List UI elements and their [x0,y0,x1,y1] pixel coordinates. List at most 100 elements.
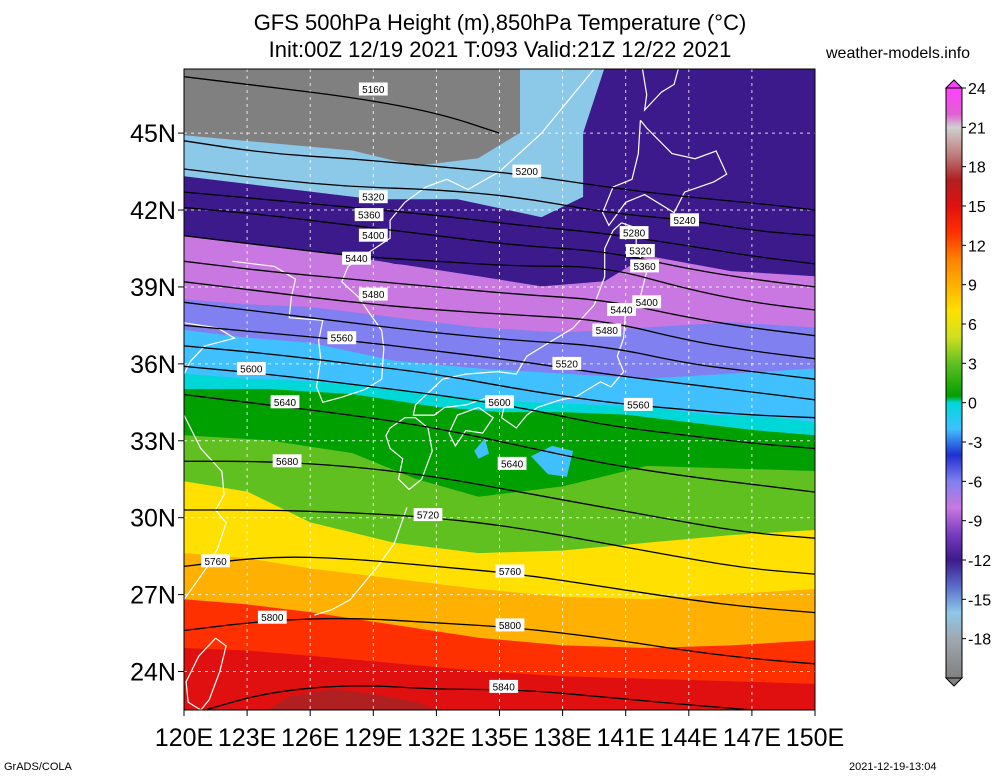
contour-label-box [489,679,519,693]
x-tick-label: 120E [155,724,213,752]
contour-label: 5200 [512,164,542,178]
contour-label-box [358,82,388,96]
contour-label-text: 5320 [362,193,385,204]
contour-label-box [670,213,699,227]
y-tick-label: 33N [130,428,176,456]
contour-label-box [552,356,582,370]
contour-label-text: 5600 [240,365,263,376]
contour-label-text: 5520 [556,359,579,370]
colorbar-label: 0 [968,396,977,413]
height-contour-5280 [184,191,815,265]
contour-label: 5240 [670,213,699,227]
contour-label: 5480 [592,323,622,337]
colorbar-label: 12 [968,238,986,255]
x-tick-label: 147E [723,724,781,752]
contour-label-box [495,618,525,632]
contour-label-box [485,395,514,409]
height-contour-5400 [184,260,815,337]
contour-label-box [512,164,542,178]
contour-label-text: 5680 [276,457,299,468]
contour-label-box [592,323,622,337]
contour-label: 5360 [630,259,659,273]
contour-label-text: 5360 [358,211,381,222]
coastline-hokkaido [601,119,728,227]
contour-label-box [358,228,388,242]
contour-label: 5640 [497,456,527,470]
colorbar-label: 3 [968,356,977,373]
y-tick-label: 42N [130,197,176,225]
colorbar-label: -15 [968,592,991,609]
height-contour-5320 [184,206,815,288]
colorbar-label: -6 [968,474,982,491]
contour-label: 5360 [354,208,384,222]
contour-label-box [623,397,653,411]
height-contour-5840 [204,685,752,710]
contour-label-box [327,331,357,345]
contour-label: 5760 [495,564,525,578]
contour-label-box [342,251,371,265]
plot-area: 5160 5200 5240 5280 5320 5320 5360 5360 5400 5400… [184,69,815,710]
height-contour-5760 [184,556,815,614]
chart-subtitle: Init:00Z 12/19 2021 T:093 Valid:21Z 12/2… [268,37,732,62]
site-watermark: weather-models.info [826,45,971,62]
colorbar-gradient [945,87,963,679]
contour-label-box [236,362,266,375]
contour-label: 5600 [236,362,266,376]
contour-label-box [272,454,302,468]
colorbar-label: 9 [968,278,977,295]
contour-label-text: 5480 [362,290,385,301]
contour-label-text: 5440 [610,306,633,317]
contour-label: 5720 [413,508,443,522]
y-tick-label: 27N [130,582,176,610]
contour-label-box [497,456,527,470]
y-tick-label: 39N [130,274,176,302]
contour-label-text: 5160 [362,85,385,96]
height-contour-5440 [184,281,815,360]
contour-label: 5760 [201,554,230,568]
contour-label-text: 5640 [501,459,524,470]
height-contour-5520 [184,324,815,401]
height-contour-5720 [184,509,815,575]
contour-label-text: 5240 [673,216,696,227]
contour-label: 5840 [489,679,519,693]
coastline-russia-coast [404,69,595,203]
contour-label: 5160 [358,82,388,96]
contour-label: 5680 [272,454,302,468]
temperature-patch [352,235,500,269]
temperature-patch [474,438,489,459]
contour-label-box [270,395,300,409]
map-axes: 120E 123E 126E 129E 132E 135E 138E 141E 144E 147E… [130,120,844,752]
contour-label-text: 5800 [499,621,522,632]
x-tick-label: 132E [407,724,465,752]
contour-label: 5320 [626,244,655,258]
contour-label-box [358,287,388,301]
x-tick-label: 129E [344,724,402,752]
contour-label-box [619,226,649,240]
contour-label-text: 5200 [516,167,539,178]
colorbar-label: 18 [968,160,986,177]
contour-label-box [495,564,525,578]
x-tick-label: 126E [281,724,339,752]
contour-label-box [626,244,655,257]
coastline-ryukyu [314,507,408,616]
colorbar-label: -12 [968,553,991,570]
colorbar-label: -3 [968,435,982,452]
x-tick-label: 144E [660,724,718,752]
contour-label-box [632,295,662,309]
x-tick-label: 123E [218,724,276,752]
contour-label-box [413,508,443,522]
contour-label: 5480 [358,287,388,301]
coastline-china-north [184,322,237,375]
colorbar-label: -18 [968,632,991,649]
contour-label: 5520 [552,356,582,370]
height-contour-5200 [184,140,815,211]
contour-label-box [257,610,287,624]
colorbar-label: 21 [968,120,986,137]
contour-label-text: 5280 [623,229,646,240]
contour-label: 5400 [358,228,388,242]
height-contour-5680 [184,460,815,539]
contour-label-box [354,208,384,222]
colorbar-label: 15 [968,199,986,216]
contour-label: 5320 [358,190,388,204]
